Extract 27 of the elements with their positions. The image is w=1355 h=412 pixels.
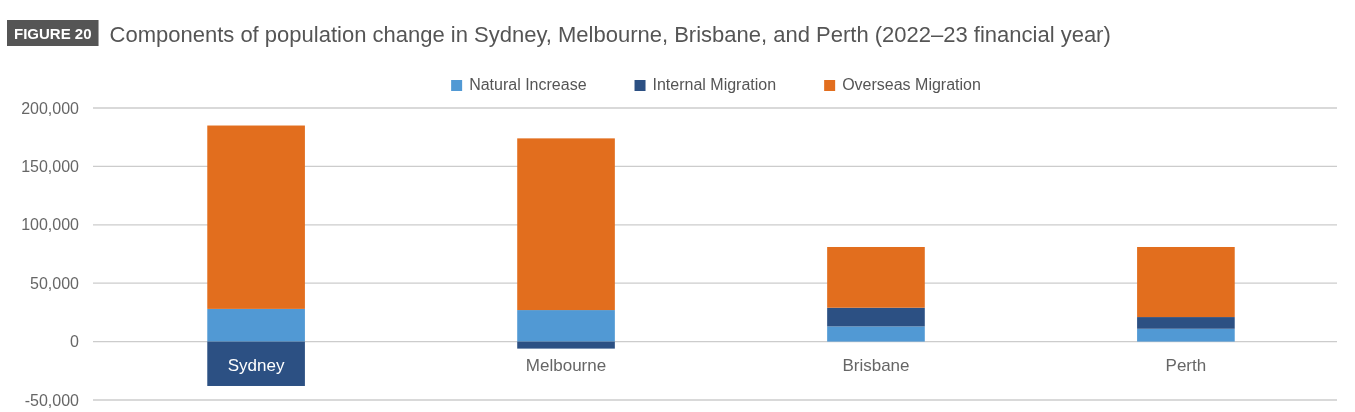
bar (827, 246, 925, 308)
bar (517, 341, 615, 349)
x-tick-label: Brisbane (842, 355, 910, 375)
bar (827, 326, 925, 342)
bar (517, 310, 615, 342)
legend-label: Natural Increase (469, 76, 587, 93)
bar (207, 308, 305, 342)
caption: FIGURE 20 (14, 25, 92, 42)
bar (207, 125, 305, 309)
bar (517, 138, 615, 311)
bar (827, 307, 925, 327)
x-tick-label: Sydney (227, 355, 285, 375)
bar (1137, 328, 1235, 342)
y-tick-label: 100,000 (21, 216, 80, 234)
bar (207, 341, 305, 386)
y-tick-label: 0 (70, 333, 80, 351)
chart-title: Components of population change in Sydney, Melbourne, Brisbane, and Perth (2022–23 financial year) (109, 22, 1111, 47)
y-tick-label: -50,000 (24, 391, 80, 409)
bar (1137, 246, 1235, 318)
legend-label: Internal Migration (652, 76, 777, 93)
x-tick-label: Perth (1165, 355, 1207, 375)
bar (1137, 317, 1235, 329)
y-tick-label: 50,000 (30, 274, 80, 292)
y-tick-label: 200,000 (21, 99, 80, 117)
legend-label: Overseas Migration (842, 76, 981, 93)
x-tick-label: Melbourne (525, 355, 607, 375)
y-tick-label: 150,000 (21, 158, 80, 176)
